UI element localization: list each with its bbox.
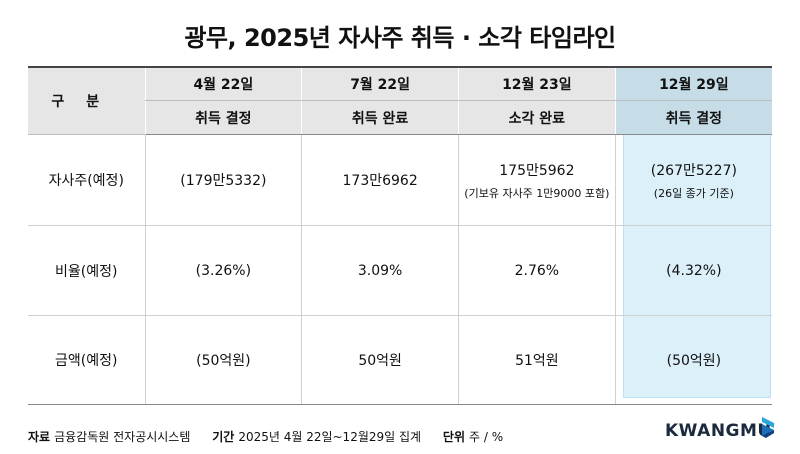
table-cell: (3.26%) — [144, 225, 302, 316]
timeline-table: 구분 4월 22일 7월 22일 12월 23일 12월 29일 취득 결정 취… — [28, 66, 772, 405]
table-cell: 50억원 — [301, 315, 459, 405]
table-cell: (4.32%) — [614, 225, 772, 316]
table-cell: (267만5227) (26일 종가 기준) — [614, 134, 772, 226]
table-cell: 173만6962 — [301, 134, 459, 226]
column-date: 7월 22일 — [301, 66, 459, 101]
table-cell: (50억원) — [144, 315, 302, 405]
cell-note: (기보유 자사주 1만9000 포함) — [464, 186, 610, 200]
footer-source: 자료 금융감독원 전자공시시스템 — [28, 430, 191, 444]
table-cell: 175만5962 (기보유 자사주 1만9000 포함) — [458, 134, 616, 226]
table-cell: (179만5332) — [144, 134, 302, 226]
footer: 자료 금융감독원 전자공시시스템 기간 2025년 4월 22일~12월29일 집계… — [28, 428, 521, 445]
column-date: 12월 23일 — [458, 66, 616, 101]
table-row: 자사주(예정) (179만5332) 173만6962 175만5962 (기보유… — [28, 134, 772, 226]
footer-period: 기간 2025년 4월 22일~12월29일 집계 — [212, 430, 422, 444]
table-row: 금액(예정) (50억원) 50억원 51억원 (50억원) — [28, 315, 772, 405]
column-action: 취득 완료 — [301, 100, 459, 135]
category-header: 구분 — [28, 66, 145, 135]
table-cell: (50억원) — [614, 315, 772, 405]
footer-unit: 단위 주 / % — [442, 430, 504, 444]
column-date: 4월 22일 — [144, 66, 302, 101]
column-action: 소각 완료 — [458, 100, 616, 135]
page-title: 광무, 2025년 자사주 취득 · 소각 타임라인 — [184, 24, 616, 52]
column-action: 취득 결정 — [614, 100, 772, 135]
kwangmu-logo-icon — [762, 417, 774, 438]
cell-note: (26일 종가 기준) — [653, 186, 734, 200]
row-label: 자사주(예정) — [28, 134, 145, 226]
column-date: 12월 29일 — [614, 66, 772, 101]
table-cell: 2.76% — [458, 225, 616, 316]
table-row: 비율(예정) (3.26%) 3.09% 2.76% (4.32%) — [28, 225, 772, 316]
table-cell: 3.09% — [301, 225, 459, 316]
column-action: 취득 결정 — [144, 100, 302, 135]
table-cell: 51억원 — [458, 315, 616, 405]
kwangmu-logo-text: KWANGMU — [665, 421, 772, 441]
row-label: 비율(예정) — [28, 225, 145, 316]
row-label: 금액(예정) — [28, 315, 145, 405]
